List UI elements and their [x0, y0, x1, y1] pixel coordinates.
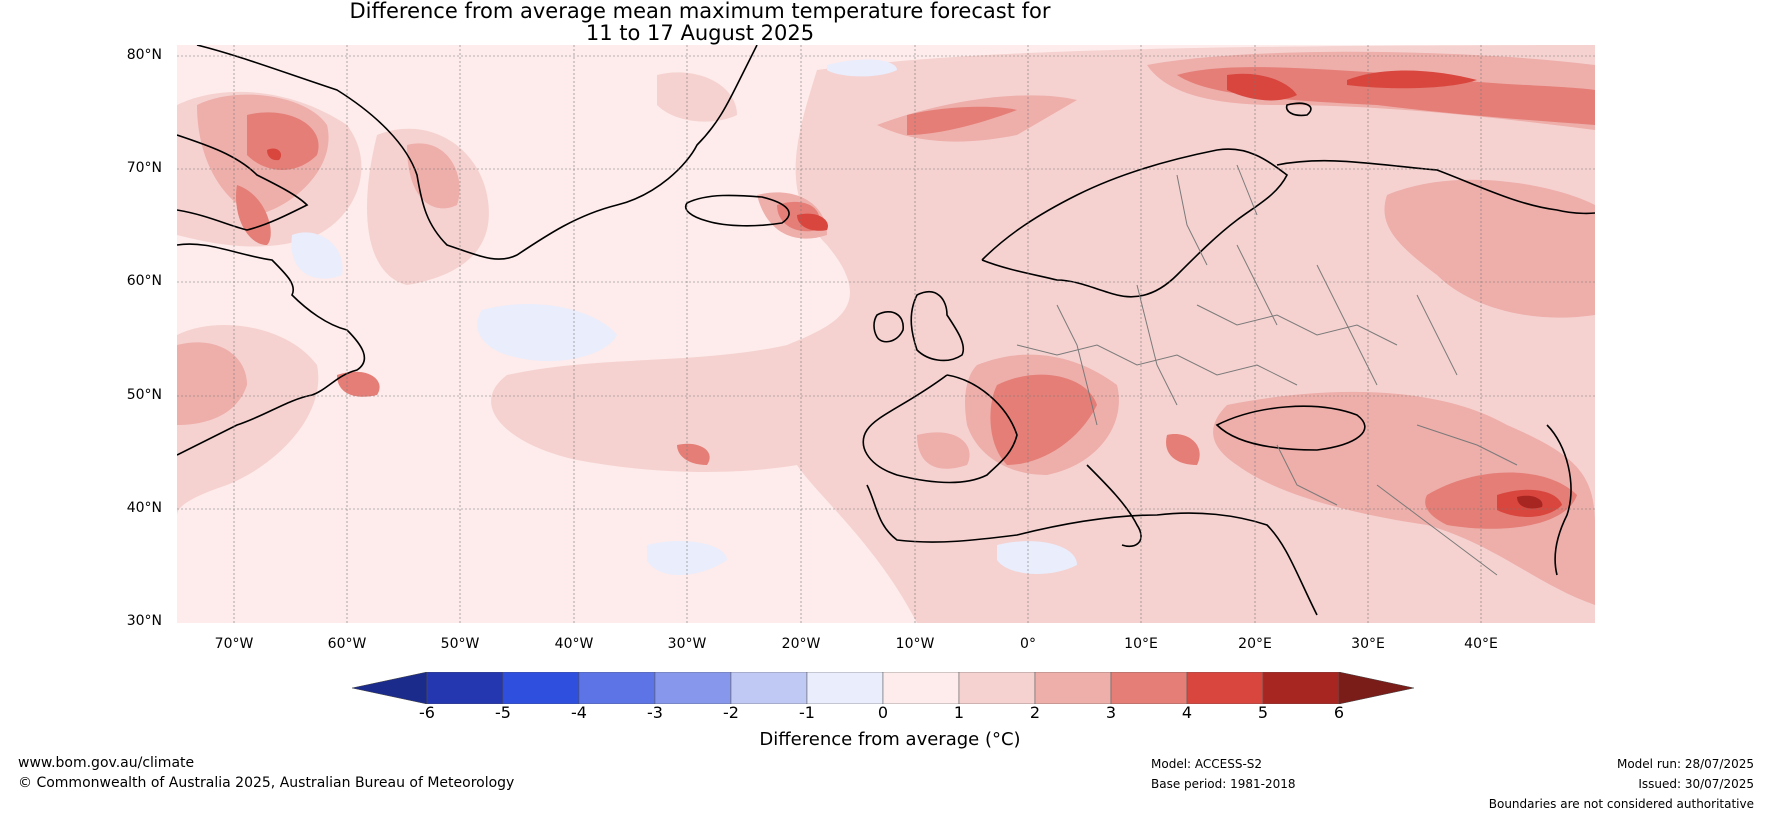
colorbar-tick-label: -6	[419, 703, 435, 722]
country-borders	[1016, 164, 1518, 576]
website-text: www.bom.gov.au/climate	[18, 755, 195, 771]
colorbar-tick-label: 4	[1181, 703, 1193, 722]
lon-label-70w: 70°W	[214, 636, 254, 652]
colorbar-tick-label: -1	[799, 703, 815, 722]
colorbar-tick-label: 5	[1257, 703, 1269, 722]
base-period-text: Base period: 1981-2018	[1151, 777, 1296, 791]
colorbar-segment	[730, 671, 808, 705]
model-run-text: Model run: 28/07/2025	[1616, 757, 1754, 771]
colorbar-tick-label: 1	[953, 703, 965, 722]
map-title-line2: 11 to 17 August 2025	[585, 21, 815, 45]
colorbar-tick-label: 0	[877, 703, 889, 722]
colorbar-segment	[502, 671, 580, 705]
lat-label-60n: 60°N	[126, 273, 162, 289]
colorbar-tick-label: -2	[723, 703, 739, 722]
colorbar-segment	[882, 671, 960, 705]
colorbar-segment	[578, 671, 656, 705]
colorbar-segment	[806, 671, 884, 705]
lat-label-50n: 50°N	[126, 387, 162, 403]
colorbar-segment	[958, 671, 1036, 705]
colorbar-extend-high	[1338, 671, 1415, 705]
lat-label-40n: 40°N	[126, 500, 162, 516]
forecast-map	[177, 45, 1595, 623]
colorbar-tick-label: 6	[1333, 703, 1345, 722]
lon-label-40w: 40°W	[554, 636, 594, 652]
lat-label-70n: 70°N	[126, 160, 162, 176]
colorbar-tick-label: -4	[571, 703, 587, 722]
copyright-text: © Commonwealth of Australia 2025, Austra…	[18, 775, 515, 791]
lon-label-10e: 10°E	[1124, 636, 1158, 652]
lat-label-80n: 80°N	[126, 47, 162, 63]
colorbar-tick-label: 2	[1029, 703, 1041, 722]
map-title-line1: Difference from average mean maximum tem…	[349, 0, 1051, 23]
lon-label-0: 0°	[1020, 636, 1036, 652]
lon-label-30w: 30°W	[667, 636, 707, 652]
anomaly-5-6-band	[1517, 495, 1543, 509]
colorbar-tick-label: -5	[495, 703, 511, 722]
anomaly-cool-regions	[291, 59, 1077, 575]
disclaimer-text: Boundaries are not considered authoritat…	[1488, 797, 1754, 811]
issued-text: Issued: 30/07/2025	[1638, 777, 1754, 791]
colorbar-label: Difference from average (°C)	[759, 729, 1021, 750]
lon-label-20e: 20°E	[1238, 636, 1272, 652]
graticule	[177, 45, 1595, 623]
colorbar-segment	[1110, 671, 1188, 705]
lon-label-60w: 60°W	[327, 636, 367, 652]
colorbar-tick-label: -3	[647, 703, 663, 722]
lon-label-10w: 10°W	[895, 636, 935, 652]
colorbar-segment	[1186, 671, 1264, 705]
colorbar-segment	[1262, 671, 1340, 705]
lon-label-50w: 50°W	[440, 636, 480, 652]
map-svg	[177, 45, 1595, 623]
lon-label-30e: 30°E	[1351, 636, 1385, 652]
colorbar-segment	[426, 671, 504, 705]
lon-label-40e: 40°E	[1464, 636, 1498, 652]
coastlines	[177, 45, 1595, 616]
model-text: Model: ACCESS-S2	[1151, 757, 1263, 771]
colorbar-segment	[654, 671, 732, 705]
colorbar-svg	[351, 671, 1415, 705]
lon-label-20w: 20°W	[781, 636, 821, 652]
colorbar	[351, 671, 1420, 705]
colorbar-extend-low	[351, 671, 428, 705]
lat-label-30n: 30°N	[126, 613, 162, 629]
colorbar-tick-label: 3	[1105, 703, 1117, 722]
colorbar-segment	[1034, 671, 1112, 705]
